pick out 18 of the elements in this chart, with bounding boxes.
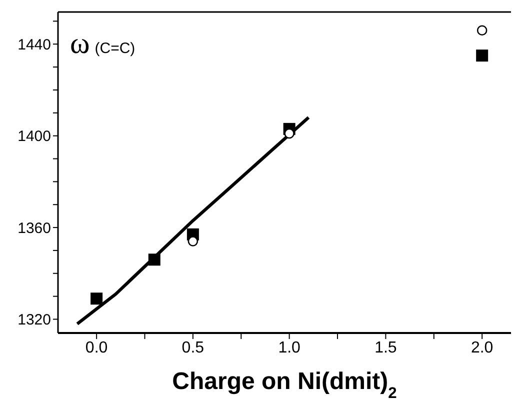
x-tick-label: 0.5	[182, 339, 204, 356]
x-axis-title: Charge on Ni(dmit)$_{2}$	[172, 368, 398, 402]
point	[284, 128, 294, 139]
line-series	[76, 116, 310, 326]
point	[476, 50, 488, 62]
x-tick-label: 1.5	[374, 339, 397, 356]
y-tick-label: 1320	[18, 312, 51, 329]
x-tick-label: 2.0	[470, 339, 494, 356]
y-tick-label: 1440	[18, 36, 51, 54]
y-tick-label: 1360	[18, 220, 51, 237]
x-tick-label: 0.0	[85, 339, 108, 356]
point	[476, 25, 488, 36]
y-tick-label: 1400	[18, 128, 51, 146]
x-tick-label: 1.0	[278, 339, 301, 356]
annotation: ω (C=C)	[70, 27, 136, 60]
point	[188, 236, 198, 246]
point	[90, 292, 103, 305]
point	[148, 254, 160, 266]
